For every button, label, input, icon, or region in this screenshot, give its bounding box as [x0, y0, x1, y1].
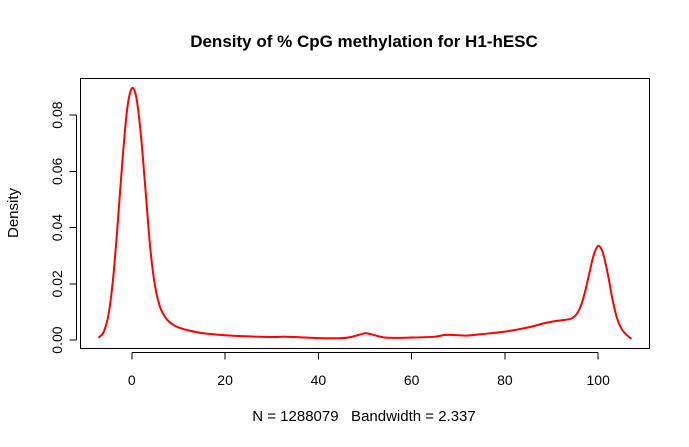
density-curve — [98, 86, 632, 340]
y-tick-label: 0.02 — [49, 270, 65, 297]
y-tick-label: 0.00 — [49, 326, 65, 353]
y-axis-label: Density — [5, 187, 22, 238]
series-layer — [98, 86, 632, 340]
y-axis: 0.00 0.02 0.04 0.06 0.08 — [49, 101, 77, 354]
x-tick-label: 20 — [217, 372, 233, 388]
y-tick-label: 0.08 — [49, 101, 65, 128]
x-tick-label: 40 — [311, 372, 327, 388]
y-tick-label: 0.04 — [49, 214, 65, 241]
chart-title: Density of % CpG methylation for H1-hESC — [190, 32, 538, 51]
x-tick-label: 100 — [587, 372, 611, 388]
y-tick-label: 0.06 — [49, 157, 65, 184]
x-tick-label: 80 — [497, 372, 513, 388]
x-axis: 0 20 40 60 80 100 — [128, 352, 611, 388]
plot-frame — [80, 78, 650, 349]
x-tick-label: 60 — [404, 372, 420, 388]
x-tick-label: 0 — [128, 372, 136, 388]
x-axis-label: N = 1288079 Bandwidth = 2.337 — [252, 408, 476, 425]
